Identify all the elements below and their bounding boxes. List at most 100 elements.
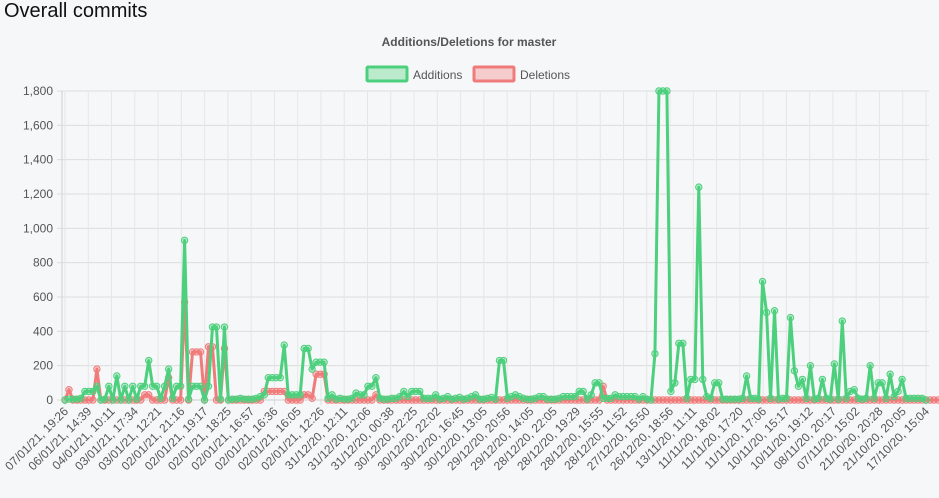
data-point-additions[interactable] (320, 358, 328, 366)
data-point-deletions[interactable] (89, 396, 97, 404)
data-point-additions[interactable] (870, 394, 878, 402)
data-point-additions[interactable] (826, 395, 835, 403)
data-point-deletions[interactable] (160, 396, 169, 404)
data-point-additions[interactable] (180, 236, 189, 245)
data-point-additions[interactable] (754, 395, 763, 403)
data-point-additions[interactable] (882, 394, 890, 402)
data-point-additions[interactable] (898, 375, 906, 384)
data-point-additions[interactable] (109, 396, 117, 404)
data-point-additions[interactable] (455, 393, 464, 402)
data-point-additions[interactable] (184, 395, 193, 403)
data-point-additions[interactable] (204, 382, 213, 390)
data-point-additions[interactable] (814, 394, 823, 402)
data-point-additions[interactable] (77, 394, 85, 402)
data-point-additions[interactable] (691, 375, 699, 384)
data-point-additions[interactable] (886, 370, 894, 378)
data-point-additions[interactable] (499, 356, 508, 365)
data-point-additions[interactable] (463, 394, 472, 402)
data-point-additions[interactable] (631, 392, 639, 401)
data-point-additions[interactable] (830, 360, 839, 368)
data-point-additions[interactable] (766, 394, 775, 402)
data-point-additions[interactable] (611, 391, 619, 399)
data-point-additions[interactable] (679, 339, 687, 348)
data-point-additions[interactable] (890, 392, 898, 401)
data-point-additions[interactable] (360, 391, 368, 399)
data-point-additions[interactable] (89, 387, 97, 396)
data-point-additions[interactable] (738, 394, 747, 402)
data-point-additions[interactable] (671, 379, 679, 387)
data-point-deletions[interactable] (368, 396, 376, 404)
data-point-additions[interactable] (834, 395, 843, 403)
data-point-additions[interactable] (145, 356, 153, 365)
data-point-additions[interactable] (105, 382, 113, 390)
data-point-additions[interactable] (587, 391, 595, 399)
data-point-additions[interactable] (164, 365, 173, 373)
data-point-additions[interactable] (555, 394, 563, 402)
data-point-additions[interactable] (838, 317, 846, 325)
data-point-additions[interactable] (400, 387, 408, 396)
data-point-additions[interactable] (918, 394, 926, 402)
data-point-deletions[interactable] (65, 386, 73, 394)
data-point-additions[interactable] (141, 382, 149, 390)
data-point-deletions[interactable] (308, 394, 316, 402)
data-point-additions[interactable] (782, 394, 791, 402)
data-point-additions[interactable] (216, 395, 225, 403)
data-point-additions[interactable] (846, 387, 854, 396)
data-point-additions[interactable] (133, 395, 141, 403)
data-point-additions[interactable] (296, 391, 304, 399)
data-point-additions[interactable] (707, 394, 715, 402)
data-point-additions[interactable] (372, 373, 380, 382)
data-point-additions[interactable] (487, 393, 496, 402)
data-point-additions[interactable] (790, 367, 799, 375)
data-point-additions[interactable] (639, 392, 647, 401)
data-point-additions[interactable] (571, 392, 579, 401)
data-point-additions[interactable] (129, 382, 137, 390)
data-point-additions[interactable] (467, 392, 476, 401)
data-point-deletions[interactable] (176, 396, 185, 404)
data-point-additions[interactable] (392, 394, 400, 402)
data-point-additions[interactable] (818, 375, 827, 384)
data-point-additions[interactable] (635, 395, 643, 403)
data-point-deletions[interactable] (595, 396, 603, 404)
data-point-additions[interactable] (212, 323, 221, 331)
data-point-additions[interactable] (252, 394, 261, 402)
data-point-additions[interactable] (647, 396, 655, 404)
data-point-additions[interactable] (125, 396, 133, 404)
data-point-deletions[interactable] (934, 396, 939, 404)
data-point-additions[interactable] (699, 375, 707, 384)
data-point-additions[interactable] (758, 277, 767, 286)
data-point-additions[interactable] (200, 396, 209, 404)
data-point-additions[interactable] (304, 344, 312, 353)
data-point-additions[interactable] (802, 394, 811, 402)
data-point-additions[interactable] (683, 394, 691, 402)
legend-item-deletions[interactable]: Deletions (472, 65, 570, 83)
data-point-additions[interactable] (515, 392, 524, 401)
data-point-additions[interactable] (667, 387, 675, 396)
data-point-deletions[interactable] (93, 365, 101, 373)
data-point-additions[interactable] (196, 382, 205, 390)
data-point-additions[interactable] (280, 341, 288, 349)
data-point-additions[interactable] (348, 394, 356, 402)
data-point-additions[interactable] (651, 349, 659, 358)
data-point-additions[interactable] (93, 382, 101, 390)
data-point-additions[interactable] (416, 387, 424, 396)
data-point-additions[interactable] (894, 387, 902, 396)
data-point-deletions[interactable] (296, 396, 304, 404)
data-point-additions[interactable] (220, 323, 229, 331)
data-point-additions[interactable] (396, 392, 404, 401)
data-point-additions[interactable] (786, 313, 795, 322)
data-point-additions[interactable] (595, 379, 603, 387)
legend-item-additions[interactable]: Additions (365, 65, 462, 83)
data-point-additions[interactable] (862, 394, 870, 402)
data-point-additions[interactable] (368, 382, 376, 390)
data-point-additions[interactable] (276, 373, 284, 382)
data-point-additions[interactable] (866, 361, 874, 370)
data-point-additions[interactable] (256, 392, 265, 401)
data-point-additions[interactable] (168, 394, 177, 402)
data-point-additions[interactable] (160, 382, 169, 390)
data-point-additions[interactable] (404, 392, 412, 401)
data-point-additions[interactable] (352, 389, 360, 397)
data-point-additions[interactable] (715, 379, 723, 387)
data-point-additions[interactable] (794, 382, 803, 390)
data-point-additions[interactable] (695, 183, 703, 191)
